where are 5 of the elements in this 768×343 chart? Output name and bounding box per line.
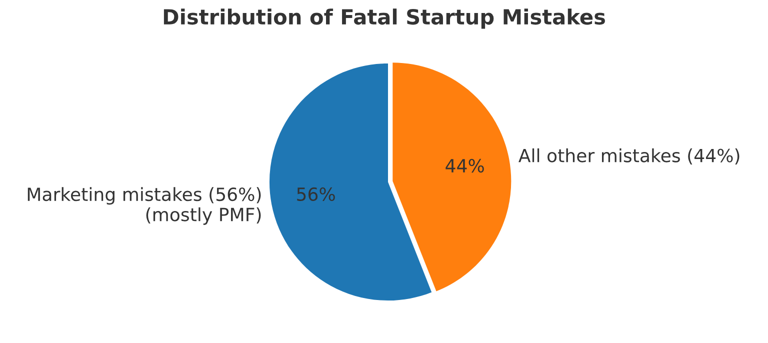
slice-label: Marketing mistakes (56%) (mostly PMF) xyxy=(28,187,261,225)
chart-title: Distribution of Fatal Startup Mistakes xyxy=(164,8,605,29)
data-label: 44% xyxy=(446,158,484,173)
data-label: 56% xyxy=(297,187,335,202)
slice-label: All other mistakes (44%) xyxy=(518,148,740,164)
